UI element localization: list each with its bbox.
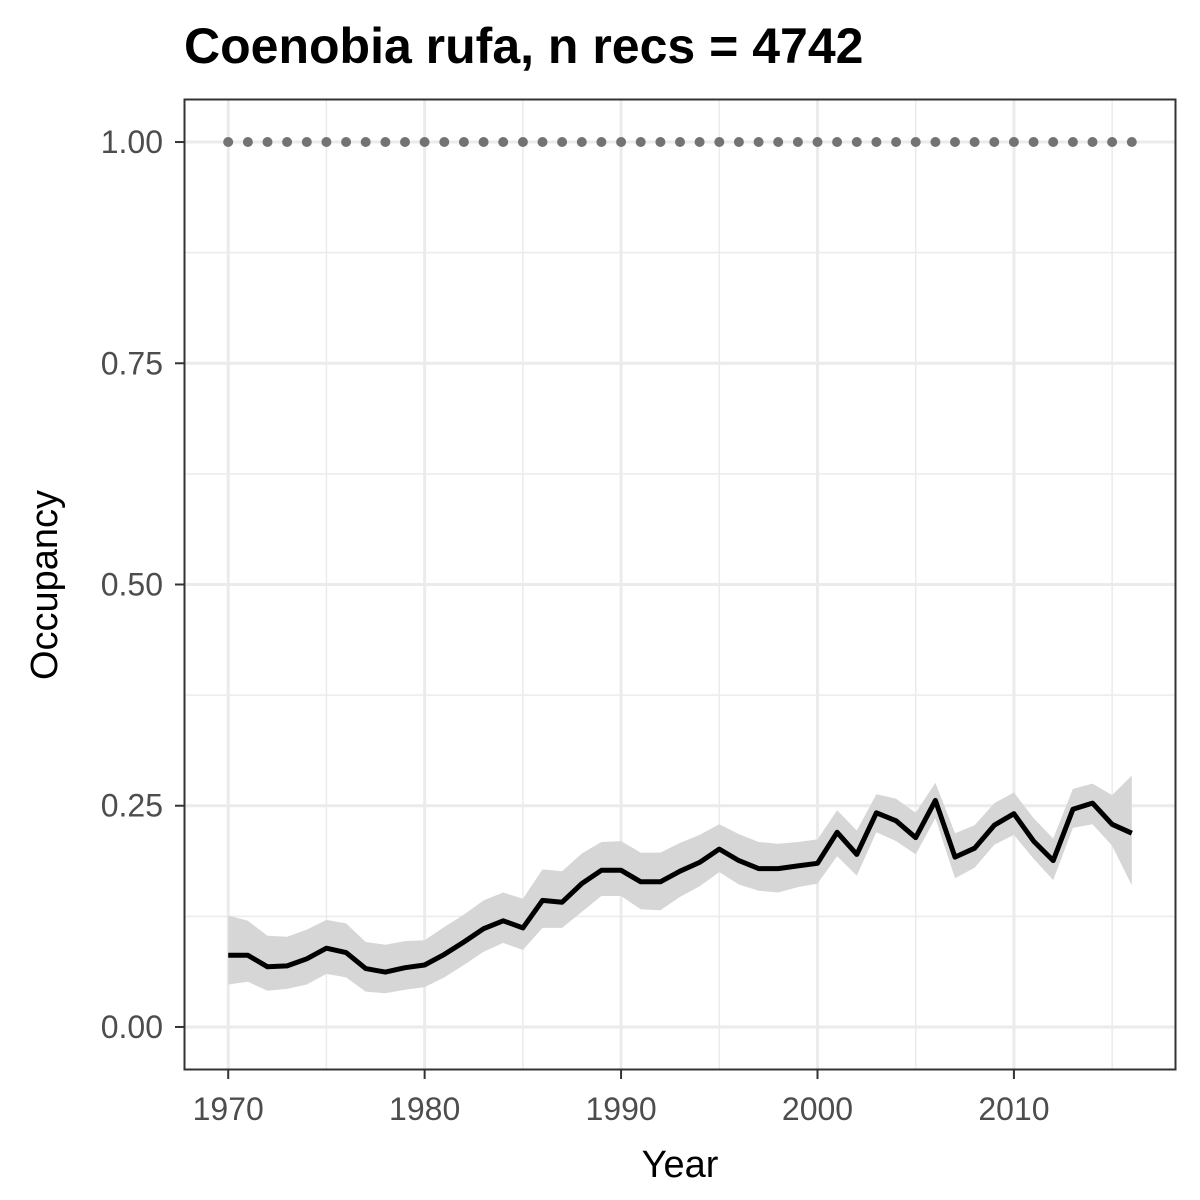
y-tick-label: 0.50 <box>101 567 163 603</box>
data-point <box>341 137 352 147</box>
data-point <box>969 137 980 147</box>
data-point <box>675 137 685 147</box>
data-point <box>1028 137 1039 147</box>
data-point <box>360 137 371 147</box>
grid-layer <box>185 100 1175 1069</box>
axes-layer: 1970 1980 1990 2000 2010 0.00 0.25 0.50 0.75 1.00 <box>101 124 1050 1127</box>
data-point <box>242 137 253 147</box>
points-layer <box>223 137 1137 147</box>
data-point <box>694 137 705 147</box>
data-point <box>773 137 784 147</box>
y-tick-label: 0.25 <box>101 788 163 824</box>
data-point <box>733 137 744 147</box>
data-point <box>792 137 803 147</box>
data-point <box>517 137 528 147</box>
data-point <box>498 137 509 147</box>
data-point <box>419 137 430 147</box>
data-point <box>262 137 273 147</box>
data-point <box>714 137 725 147</box>
data-point <box>635 137 646 147</box>
y-tick-label: 0.75 <box>101 345 163 381</box>
x-tick-label: 2010 <box>978 1091 1049 1127</box>
x-tick-label: 1990 <box>585 1091 656 1127</box>
occupancy-line <box>228 797 1133 975</box>
data-point <box>910 137 921 147</box>
chart-title: Coenobia rufa, n recs = 4742 <box>184 18 863 74</box>
data-point <box>930 137 941 147</box>
data-point <box>458 137 469 147</box>
y-axis-title: Occupancy <box>24 490 66 680</box>
y-tick-label: 1.00 <box>101 124 163 160</box>
data-point <box>753 137 764 147</box>
data-point <box>557 137 568 147</box>
data-point <box>380 137 391 147</box>
data-point <box>1126 137 1137 147</box>
data-point <box>1048 137 1059 147</box>
data-point <box>1107 137 1118 147</box>
data-point <box>301 137 312 147</box>
data-point <box>576 137 587 147</box>
data-point <box>655 137 666 147</box>
data-point <box>950 137 960 147</box>
data-point <box>871 137 882 147</box>
y-tick-label: 0.00 <box>101 1009 163 1045</box>
data-point <box>439 137 450 147</box>
x-axis-title: Year <box>642 1144 719 1186</box>
data-point <box>223 137 234 147</box>
line-layer <box>228 797 1133 975</box>
data-point <box>1087 137 1098 147</box>
data-point <box>537 137 548 147</box>
x-tick-label: 2000 <box>782 1091 853 1127</box>
data-point <box>282 137 293 147</box>
data-point <box>832 137 843 147</box>
data-point <box>616 137 627 147</box>
data-point <box>851 137 862 147</box>
data-point <box>478 137 489 147</box>
data-point <box>596 137 607 147</box>
data-point <box>812 137 823 147</box>
data-point <box>891 137 902 147</box>
data-point <box>321 137 332 147</box>
data-point <box>1008 137 1019 147</box>
x-tick-label: 1980 <box>389 1091 460 1127</box>
x-tick-label: 1970 <box>193 1091 264 1127</box>
data-point <box>1067 137 1078 147</box>
data-point <box>400 137 410 147</box>
data-point <box>989 137 1000 147</box>
